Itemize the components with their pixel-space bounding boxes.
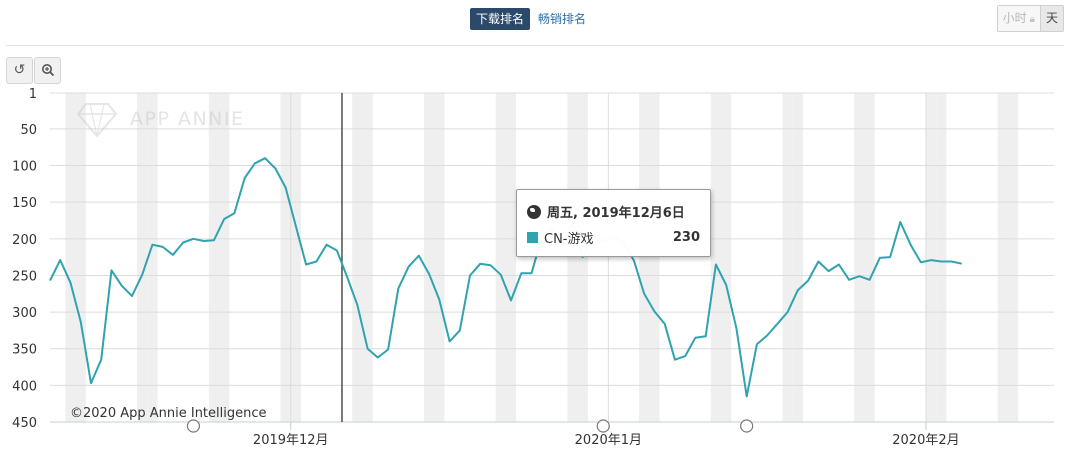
weekend-band: [997, 93, 1008, 422]
y-tick-label: 150: [12, 196, 37, 211]
y-tick-label: 350: [12, 343, 37, 358]
event-marker-icon: [186, 419, 201, 433]
watermark-text: APP ANNIE: [130, 108, 244, 130]
weekend-band: [792, 93, 803, 422]
weekend-band: [854, 93, 865, 422]
weekend-band: [137, 93, 148, 422]
weekend-band: [1007, 93, 1019, 422]
weekend-band: [147, 93, 158, 422]
weekend-band: [925, 93, 937, 422]
y-tick-label: 450: [12, 416, 37, 431]
event-marker-icon: [596, 419, 610, 433]
weekend-band: [75, 93, 86, 422]
copyright-credit: ©2020 App Annie Intelligence: [70, 406, 267, 421]
tooltip-series-name: CN-游戏: [544, 232, 594, 247]
weekend-band: [782, 93, 793, 422]
series-swatch: [527, 232, 538, 243]
weekend-band: [362, 93, 373, 422]
weekend-band: [352, 93, 363, 422]
y-tick-label: 200: [12, 233, 37, 248]
weekend-band: [505, 93, 517, 422]
lock-icon: 🔒︎: [1029, 14, 1035, 25]
daily-button[interactable]: 天: [1039, 6, 1063, 31]
weekend-band: [290, 93, 301, 422]
series-line-cn-games: [49, 157, 963, 398]
tab-grossing-rank[interactable]: 畅销排名: [538, 12, 587, 26]
y-tick-label: 250: [12, 269, 37, 284]
undo-icon: ↺: [13, 62, 26, 78]
weekend-band: [936, 93, 947, 422]
ranking-tabs: 下载排名 畅销排名: [470, 8, 594, 30]
weekend-band: [280, 93, 291, 422]
data-tooltip: 周五, 2019年12月6日 CN-游戏 230: [516, 189, 711, 257]
zoom-icon: [41, 64, 54, 77]
weekend-band: [495, 93, 506, 422]
hourly-label: 小时: [1002, 11, 1027, 25]
y-tick-label: 400: [12, 379, 37, 394]
y-tick-label: 300: [12, 306, 37, 321]
y-tick-label: 1: [29, 87, 37, 102]
weekend-band: [864, 93, 875, 422]
event-marker-icon: [740, 419, 754, 433]
weekend-band: [219, 93, 230, 422]
header-divider: [6, 45, 1064, 46]
y-tick-label: 100: [12, 160, 37, 175]
weekend-band: [423, 93, 435, 422]
weekend-band: [639, 93, 650, 422]
globe-icon: [527, 204, 541, 219]
x-tick-label: 2020年2月: [892, 433, 959, 448]
y-tick-label: 50: [20, 123, 37, 138]
app-annie-logo-icon: [76, 103, 118, 138]
weekend-band: [208, 93, 220, 422]
granularity-toggle: 小时 🔒︎ 天: [996, 5, 1064, 32]
hourly-button[interactable]: 小时 🔒︎: [997, 6, 1040, 31]
weekend-band: [567, 93, 578, 422]
tab-download-rank[interactable]: 下载排名: [470, 8, 531, 30]
weekend-band: [649, 93, 660, 422]
x-tick-label: 2019年12月: [253, 433, 329, 448]
weekend-band: [434, 93, 445, 422]
tooltip-value: 230: [672, 230, 700, 245]
weekend-band: [721, 93, 732, 422]
weekend-band: [710, 93, 722, 422]
zoom-button[interactable]: [34, 57, 61, 84]
x-tick-label: 2020年1月: [575, 433, 642, 448]
weekend-band: [65, 93, 76, 422]
reset-zoom-button[interactable]: ↺: [6, 57, 33, 84]
tooltip-date: 周五, 2019年12月6日: [547, 206, 685, 221]
